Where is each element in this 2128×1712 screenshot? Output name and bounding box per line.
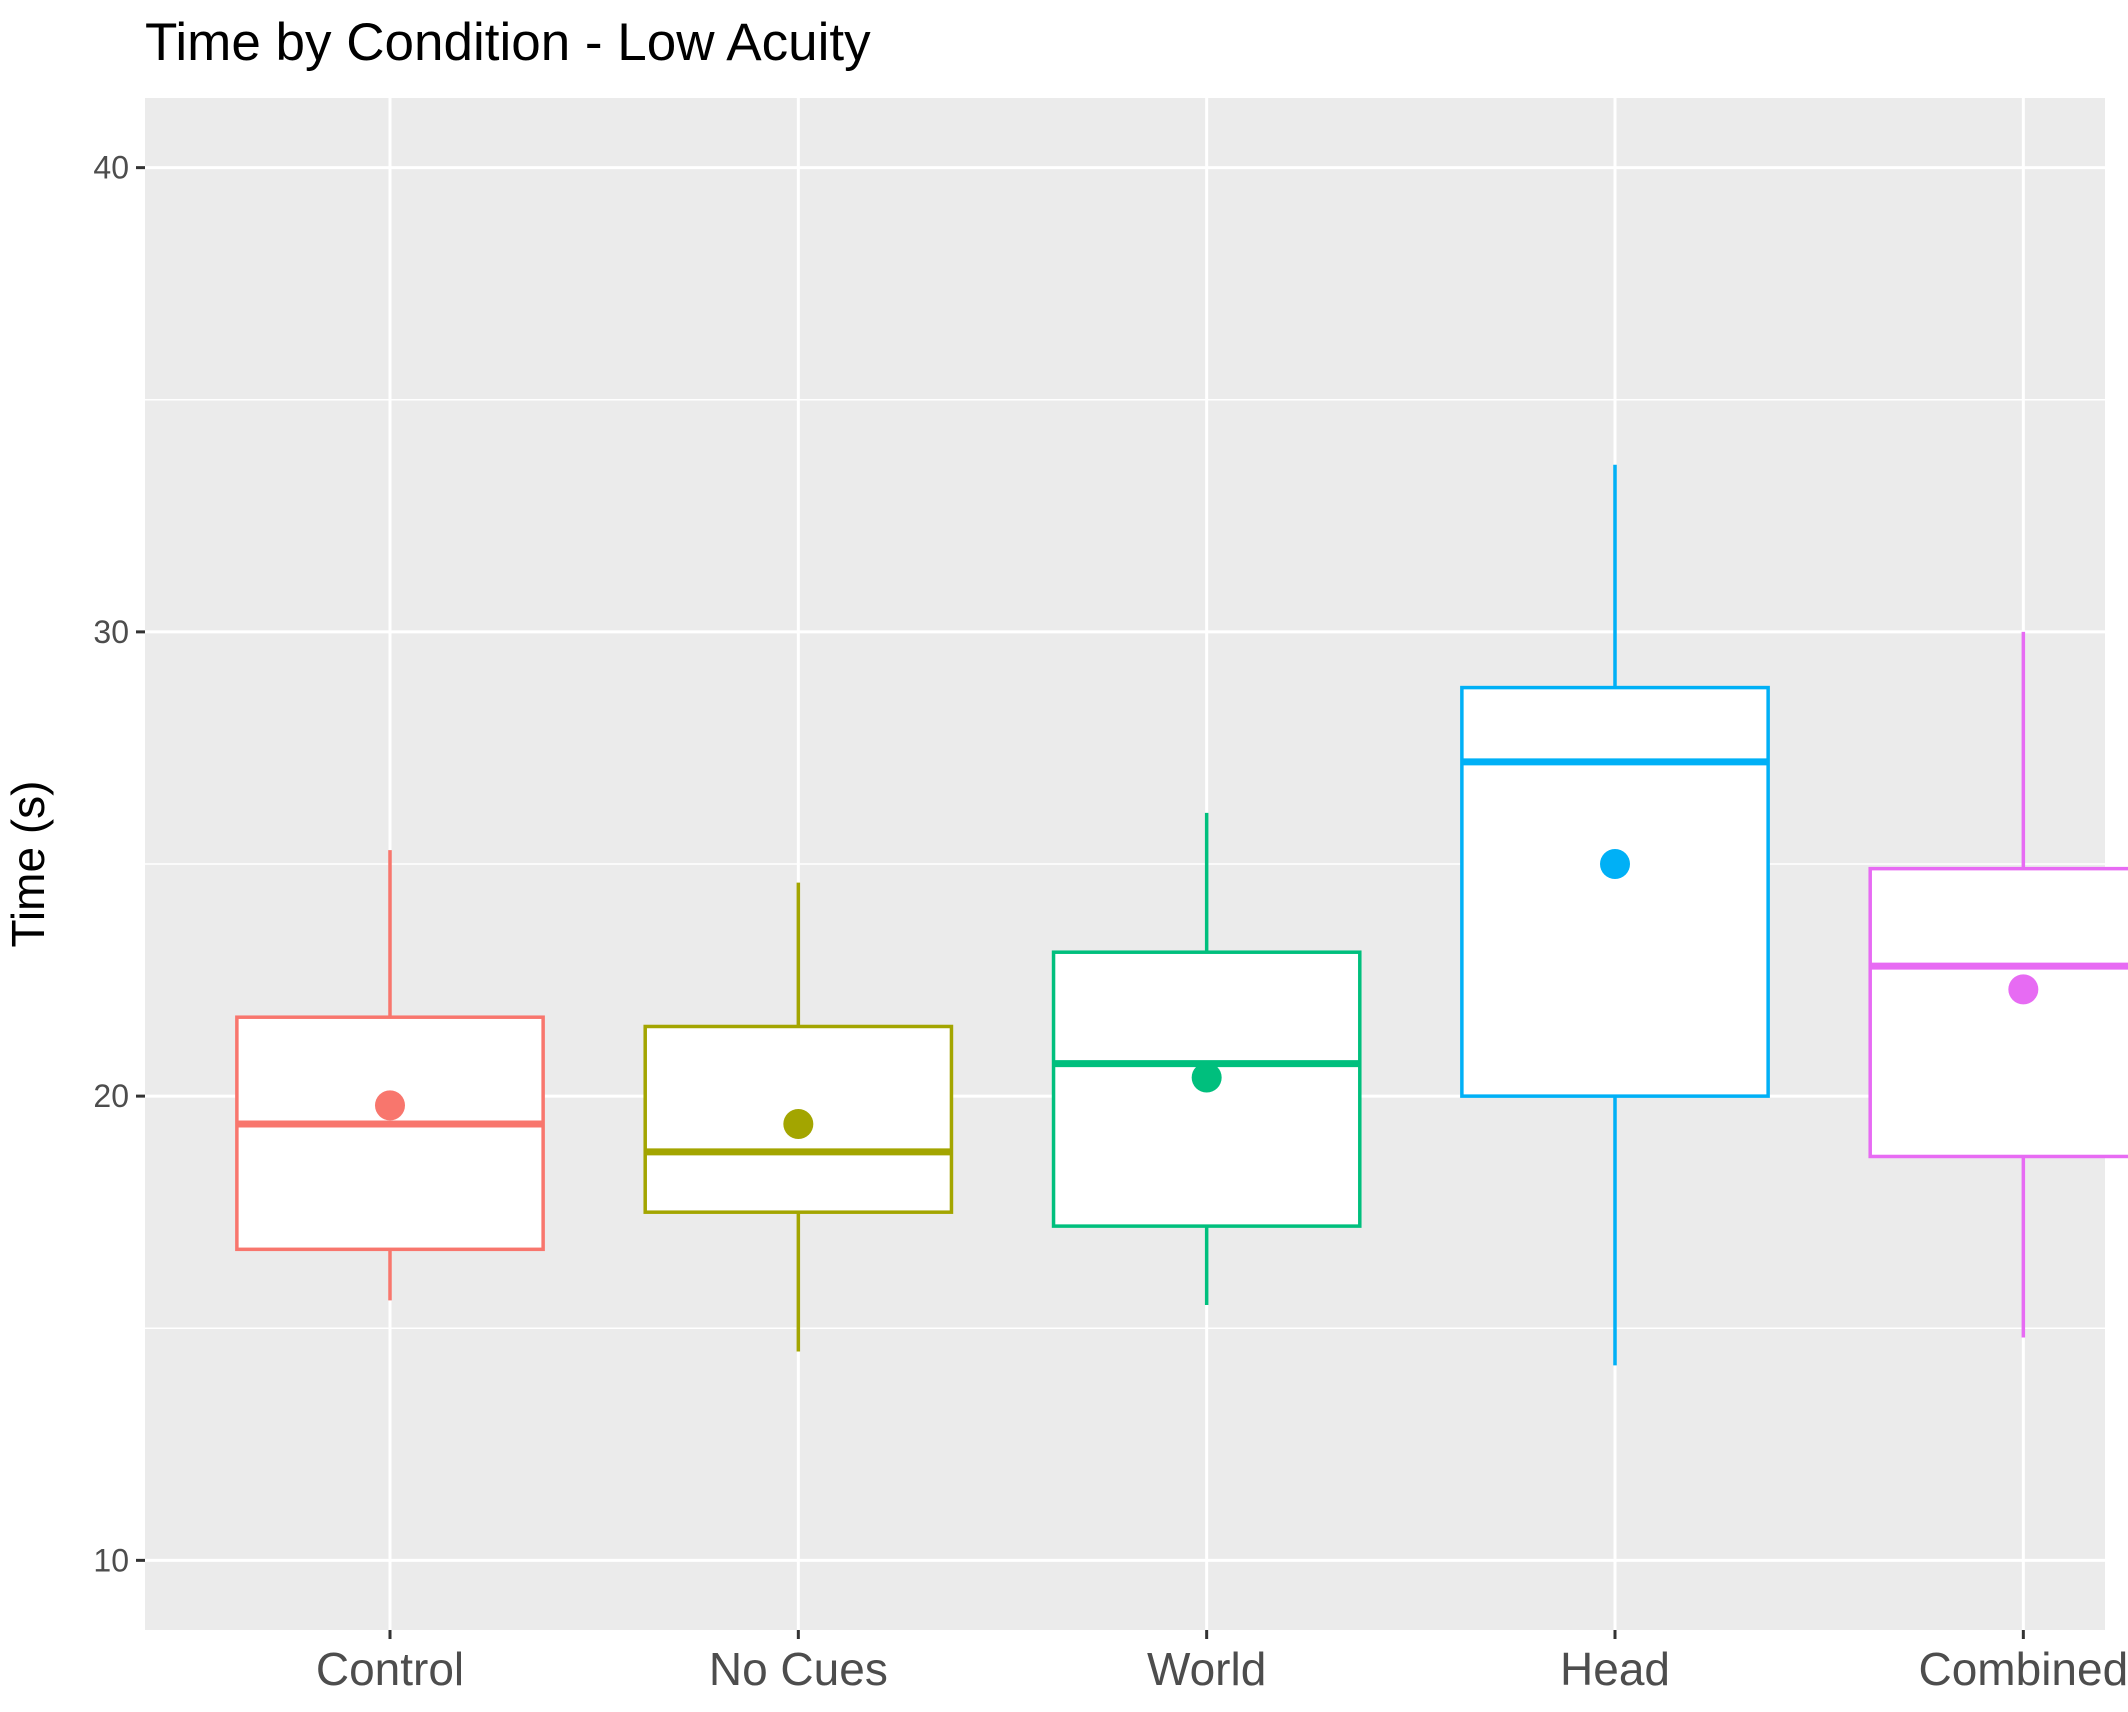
box-head <box>1460 464 1770 1366</box>
mean-point <box>1191 1062 1222 1093</box>
box-world <box>1051 812 1362 1306</box>
y-tick-label: 40 <box>93 150 129 186</box>
x-tick-label: No Cues <box>709 1643 888 1695</box>
box-no-cues <box>643 882 954 1352</box>
x-tick-label: Head <box>1560 1643 1670 1695</box>
y-tick-label: 20 <box>93 1078 129 1114</box>
mean-point <box>783 1108 814 1139</box>
boxes <box>235 464 2128 1366</box>
box-control <box>235 850 545 1301</box>
x-tick-label: Combined <box>1918 1643 2128 1695</box>
iqr-box <box>1460 685 1770 1098</box>
chart-title: Time by Condition - Low Acuity <box>145 13 871 72</box>
iqr-box <box>235 1015 545 1252</box>
x-tick-label: World <box>1147 1643 1266 1695</box>
iqr-box <box>1868 866 2128 1159</box>
y-axis: 10 20 30 40 <box>93 150 145 1578</box>
x-tick-label: Control <box>316 1643 464 1695</box>
box-combined <box>1868 631 2128 1338</box>
y-tick-label: 10 <box>93 1542 129 1578</box>
x-axis: Control No Cues World Head Combined <box>316 1630 2128 1695</box>
y-tick-label: 30 <box>93 614 129 650</box>
mean-point <box>1600 849 1630 879</box>
y-axis-title: Time (s) <box>2 781 54 948</box>
mean-point <box>2008 974 2039 1005</box>
mean-point <box>375 1090 405 1121</box>
